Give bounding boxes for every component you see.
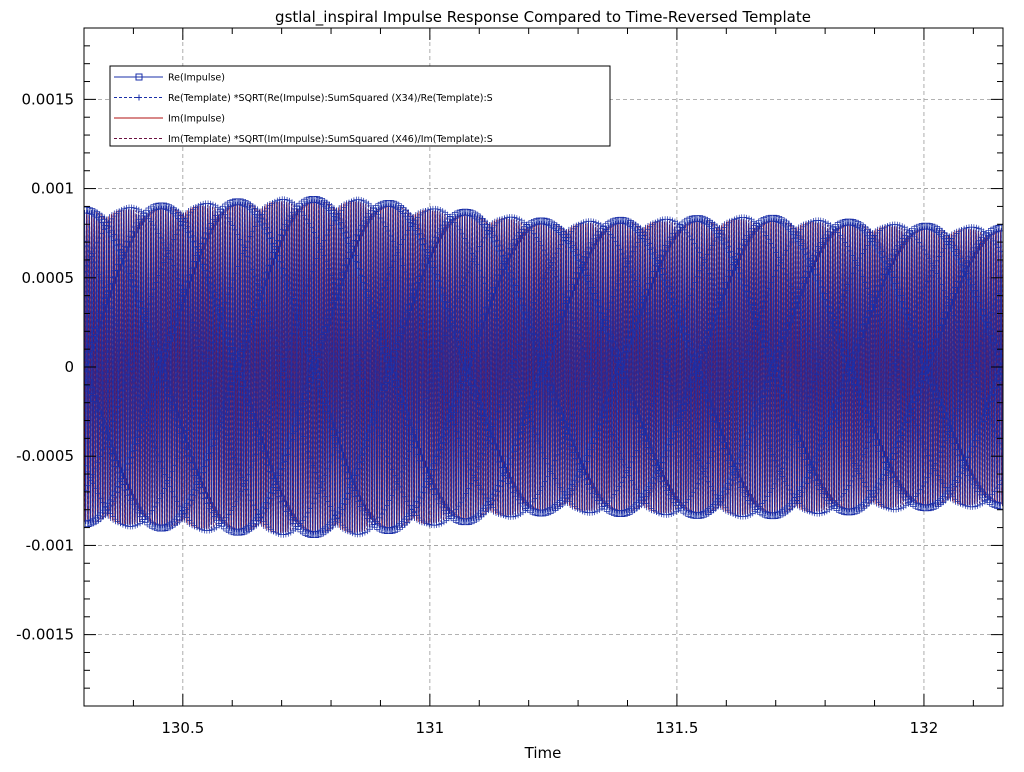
tick-labels: 130.5 131 131.5 132 0.0015 0.001 0.0005 0 -0.000… [16, 90, 938, 737]
axis-ticks [83, 28, 1003, 706]
y-tick-label: -0.0015 [16, 626, 74, 644]
x-axis-label: Time [524, 744, 562, 762]
y-tick-label: -0.001 [26, 536, 74, 554]
legend-box [109, 65, 611, 147]
y-tick-label: 0 [64, 358, 74, 376]
x-tick-label: 130.5 [161, 719, 204, 737]
legend-marker-1 [135, 73, 143, 81]
x-tick-label: 131 [416, 719, 445, 737]
legend: Re(Impulse) Re(Template) *SQRT(Re(Impulse… [109, 65, 611, 147]
series-markers-1 [84, 195, 1003, 539]
legend-label-3: Im(Impulse) [168, 114, 225, 125]
legend-label-2: Re(Template) *SQRT(Re(Impulse):SumSquare… [168, 93, 493, 104]
legend-label-1: Re(Impulse) [168, 73, 225, 84]
series-layer [84, 195, 1003, 539]
y-tick-label: 0.0015 [22, 90, 75, 108]
y-tick-label: 0.0005 [22, 269, 75, 287]
legend-label-4: Im(Template) *SQRT(Im(Impulse):SumSquare… [168, 134, 493, 145]
y-tick-label: -0.0005 [16, 447, 74, 465]
x-tick-label: 132 [910, 719, 939, 737]
chart-title: gstlal_inspiral Impulse Response Compare… [275, 8, 811, 27]
x-tick-label: 131.5 [655, 719, 698, 737]
series-line-1 [84, 199, 1003, 535]
legend-marker-2 [136, 94, 142, 101]
y-tick-label: 0.001 [31, 180, 74, 198]
